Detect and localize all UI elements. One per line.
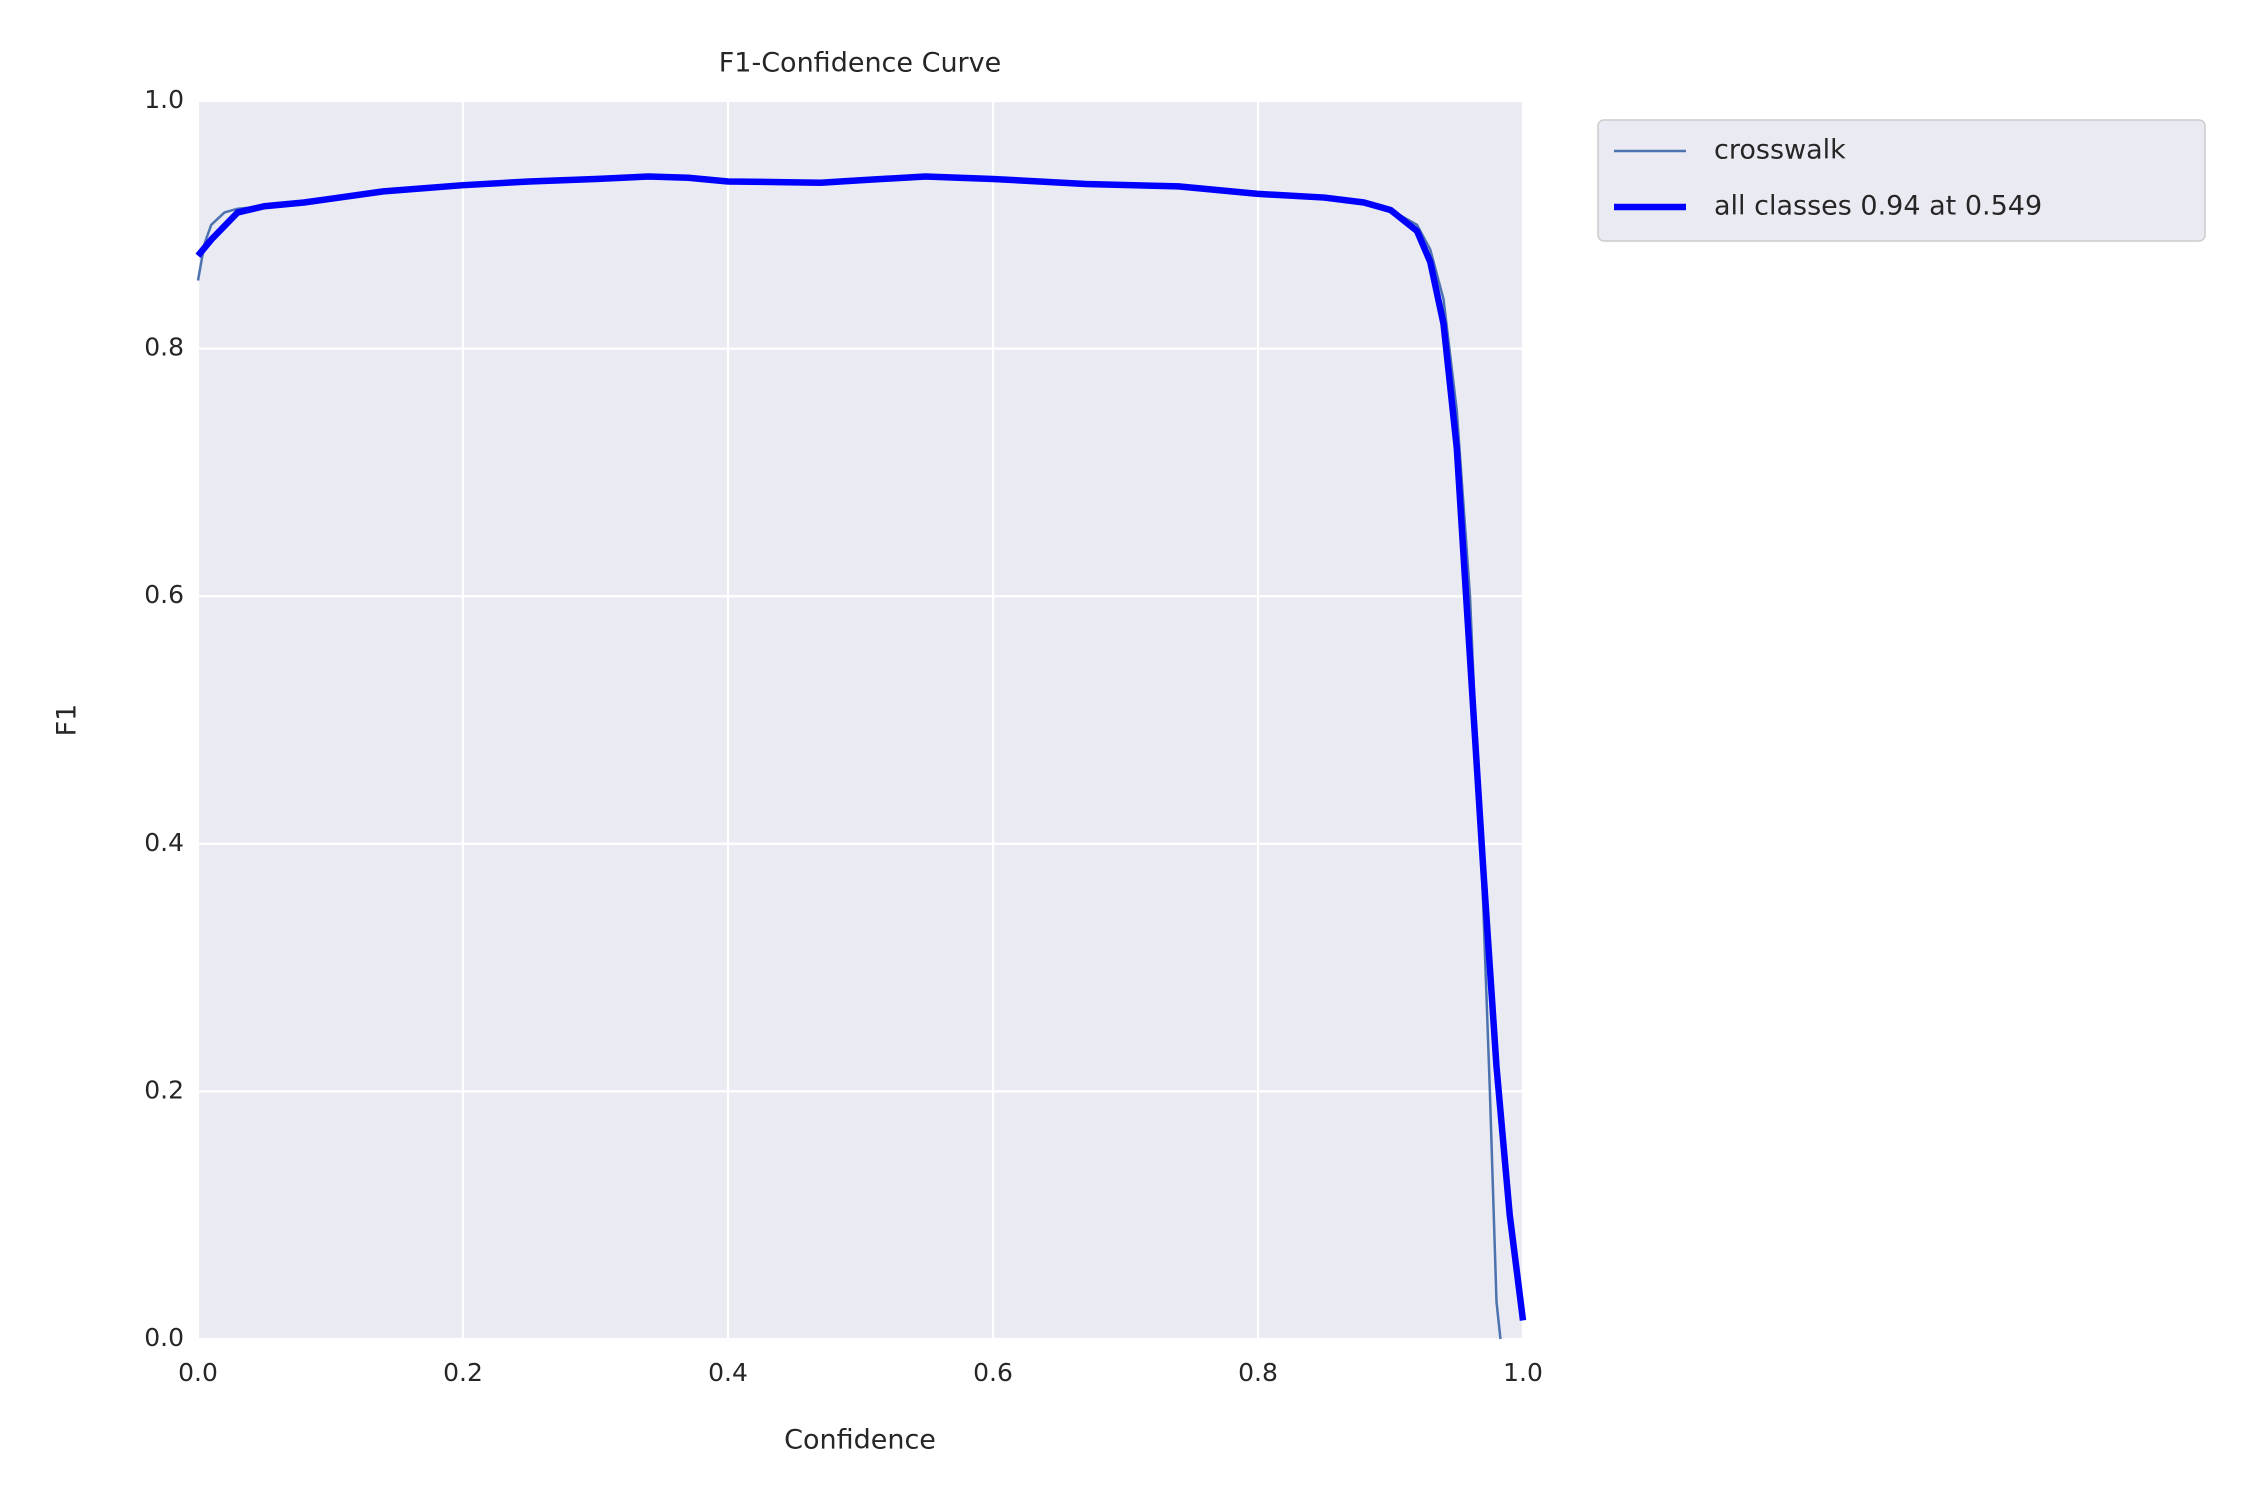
y-tick-label: 1.0 <box>144 85 184 114</box>
y-axis-label: F1 <box>52 704 83 737</box>
plot-area <box>198 101 1523 1339</box>
x-axis-label: Confidence <box>784 1425 936 1456</box>
legend-label: all classes 0.94 at 0.549 <box>1714 191 2042 222</box>
y-tick-label: 0.6 <box>144 580 184 609</box>
y-tick-label: 0.4 <box>144 828 184 857</box>
legend-box <box>1597 119 2206 242</box>
x-tick-label: 0.8 <box>1238 1358 1278 1387</box>
x-tick-label: 0.4 <box>708 1358 748 1387</box>
series-line <box>195 173 1527 1321</box>
y-tick-label: 0.0 <box>144 1323 184 1352</box>
x-tick-label: 1.0 <box>1503 1358 1543 1387</box>
legend-label: crosswalk <box>1714 135 1846 166</box>
x-tick-label: 0.2 <box>443 1358 483 1387</box>
y-tick-label: 0.2 <box>144 1075 184 1104</box>
x-tick-label: 0.0 <box>178 1358 218 1387</box>
x-tick-label: 0.6 <box>973 1358 1013 1387</box>
y-tick-label: 0.8 <box>144 333 184 362</box>
chart-title: F1-Confidence Curve <box>719 48 1002 79</box>
